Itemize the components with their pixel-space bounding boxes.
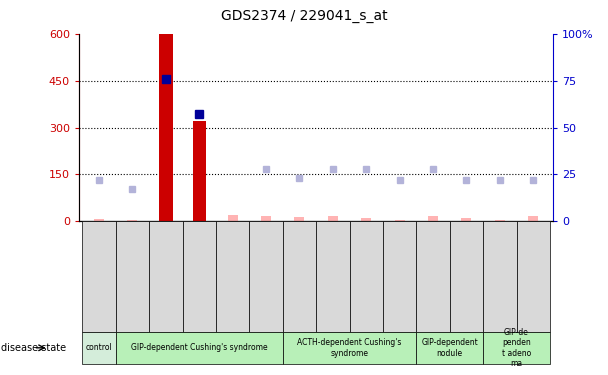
Bar <box>528 216 538 221</box>
Text: ACTH-dependent Cushing's
syndrome: ACTH-dependent Cushing's syndrome <box>297 338 402 357</box>
Bar <box>94 219 104 221</box>
Bar <box>428 216 438 221</box>
Text: GIP-de
penden
t adeno
ma: GIP-de penden t adeno ma <box>502 328 531 368</box>
Bar <box>395 220 405 221</box>
Bar <box>461 218 471 221</box>
Bar <box>128 220 137 221</box>
Text: GIP-dependent Cushing's syndrome: GIP-dependent Cushing's syndrome <box>131 344 268 352</box>
Bar <box>261 216 271 221</box>
Bar <box>193 121 206 221</box>
Bar <box>159 34 173 221</box>
Text: GIP-dependent
nodule: GIP-dependent nodule <box>421 338 478 357</box>
Text: disease state: disease state <box>1 343 66 353</box>
Text: control: control <box>86 344 112 352</box>
Bar <box>227 215 238 221</box>
Bar <box>294 217 305 221</box>
Bar <box>361 217 371 221</box>
Bar <box>495 220 505 221</box>
Text: GDS2374 / 229041_s_at: GDS2374 / 229041_s_at <box>221 9 387 23</box>
Bar <box>328 216 338 221</box>
